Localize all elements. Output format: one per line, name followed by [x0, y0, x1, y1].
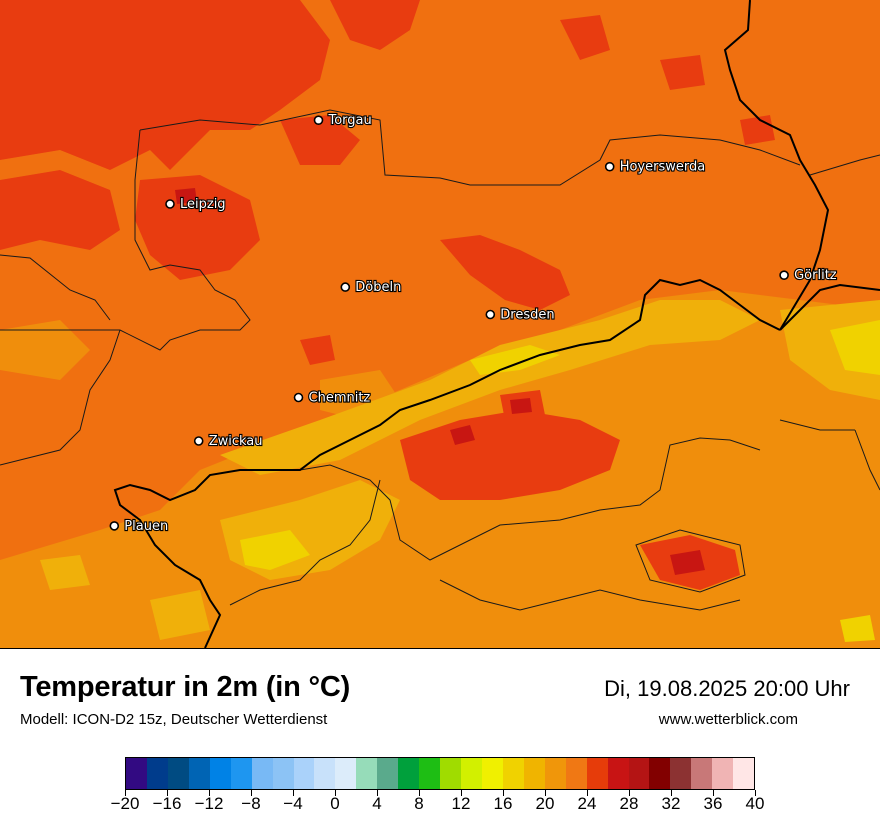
legend-swatch [649, 758, 671, 789]
city-label: Torgau [328, 113, 372, 128]
legend-swatch [544, 758, 566, 789]
legend-tick [586, 790, 588, 796]
legend-swatch [272, 758, 294, 789]
legend-tick [544, 790, 546, 796]
legend-tick [208, 790, 210, 796]
legend-tick [166, 790, 168, 796]
city-dot [193, 436, 204, 446]
legend-tick-label: 12 [451, 794, 471, 813]
legend-tick-label: 40 [745, 794, 765, 813]
city-dot [604, 161, 615, 172]
national-border [113, 0, 880, 648]
model-info: Modell: ICON-D2 15z, Deutscher Wetterdie… [20, 711, 328, 728]
legend-swatch [335, 758, 357, 789]
city-dot [313, 115, 324, 125]
legend-tick-label: −16 [152, 794, 182, 813]
city-label: Zwickau [209, 434, 263, 449]
city-dot [779, 270, 789, 281]
forecast-datetime: Di, 19.08.2025 20:00 Uhr [604, 676, 850, 701]
legend-swatch [523, 758, 545, 789]
legend-swatch [607, 758, 629, 789]
legend-tick [460, 790, 462, 796]
legend-tick [502, 790, 504, 796]
city-label: Plauen [124, 519, 168, 534]
legend-swatch [167, 758, 189, 789]
legend-swatch [481, 758, 503, 789]
city-dot [165, 199, 175, 209]
admin-borders [0, 109, 880, 611]
legend-swatch [188, 758, 210, 789]
legend-tick-label: 20 [535, 794, 555, 813]
city-markers: Torgau Hoyerswerda Leipzig Görlitz Döbeln Dre… [109, 112, 838, 535]
legend-tick-label: 4 [372, 794, 382, 813]
legend-swatch [691, 758, 713, 789]
legend-tick-label: −4 [283, 794, 303, 813]
legend-swatch [146, 758, 168, 789]
city-dot [485, 309, 496, 320]
legend-swatch [126, 758, 147, 789]
legend-tick [376, 790, 378, 796]
legend-ticks: −20 −16 −12 −8 −4 0 4 8 12 16 20 24 28 32 36 40 [111, 790, 764, 820]
legend-tick-label: 0 [330, 794, 340, 813]
legend-swatch [733, 758, 755, 789]
legend-swatch [209, 758, 231, 789]
map-canvas: Torgau Hoyerswerda Leipzig Görlitz Döbeln Dre… [0, 0, 880, 648]
legend-swatch [377, 758, 399, 789]
warm-areas [0, 0, 775, 365]
legend-tick [628, 790, 630, 796]
legend-swatch [461, 758, 482, 789]
hot-spots [175, 188, 705, 575]
legend-tick-label: 16 [493, 794, 513, 813]
legend-tick-label: −8 [241, 794, 261, 813]
legend-tick [250, 790, 252, 796]
legend-swatch [628, 758, 650, 789]
legend-swatch [356, 758, 378, 789]
legend-swatch [419, 758, 441, 789]
legend-swatch [293, 758, 315, 789]
legend-tick-label: 8 [414, 794, 424, 813]
legend-swatch [670, 758, 692, 789]
coldest-spots [240, 320, 880, 642]
website-link[interactable]: www.wetterblick.com [658, 711, 798, 728]
city-dot [293, 392, 304, 403]
legend-swatch [314, 758, 336, 789]
legend-tick-label: −20 [110, 794, 140, 813]
legend-tick [754, 790, 756, 796]
legend-swatch [565, 758, 587, 789]
legend-tick-label: 28 [619, 794, 639, 813]
legend-tick-label: −12 [194, 794, 224, 813]
legend-swatch [251, 758, 273, 789]
footer: Temperatur in 2m (in °C) Modell: ICON-D2… [0, 649, 880, 830]
city-label: Dresden [500, 308, 554, 323]
legend-swatch [398, 758, 420, 789]
legend-swatch [502, 758, 524, 789]
legend-swatch [586, 758, 608, 789]
legend-tick-label: 32 [661, 794, 681, 813]
city-label: Görlitz [794, 268, 837, 283]
legend-swatch [230, 758, 252, 789]
legend-tick [418, 790, 420, 796]
legend-tick-label: 24 [577, 794, 597, 813]
map-title: Temperatur in 2m (in °C) [20, 671, 351, 703]
legend-tick [712, 790, 714, 796]
legend-tick [670, 790, 672, 796]
color-legend [125, 757, 755, 790]
legend-tick [124, 790, 126, 796]
legend-tick [334, 790, 336, 796]
legend-swatch [440, 758, 461, 789]
temperature-map[interactable]: Torgau Hoyerswerda Leipzig Görlitz Döbeln Dre… [0, 0, 880, 649]
legend-swatch [712, 758, 734, 789]
legend-tick [292, 790, 294, 796]
city-label: Leipzig [180, 197, 226, 212]
city-label: Döbeln [355, 280, 401, 295]
city-label: Chemnitz [309, 391, 371, 406]
city-label: Hoyerswerda [620, 160, 706, 175]
legend-tick-label: 36 [703, 794, 723, 813]
city-dot [340, 282, 351, 292]
city-dot [109, 521, 120, 531]
